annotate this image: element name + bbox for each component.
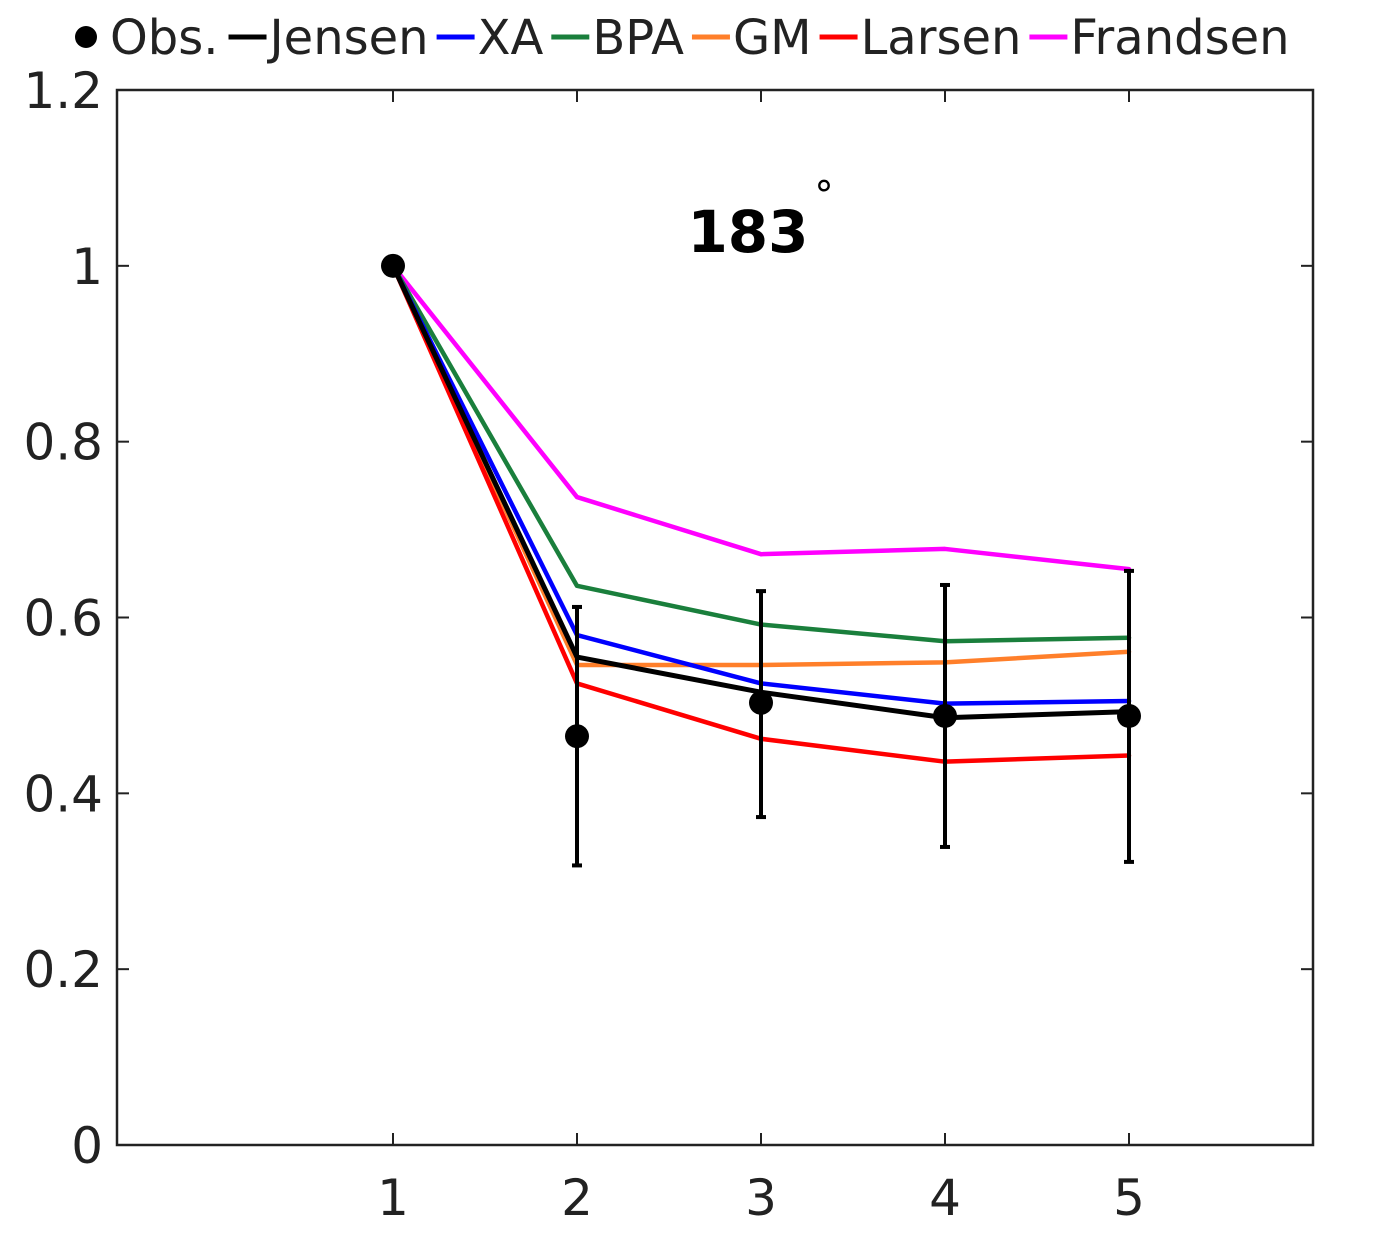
legend-label-bpa: BPA [592, 10, 684, 66]
legend: Obs. Jensen XA BPA GM Larsen Frandsen [75, 10, 1290, 66]
observation-point [565, 724, 589, 749]
legend-label-obs: Obs. [110, 10, 219, 66]
tick-marks [117, 89, 1313, 1146]
y-tick-label: 0.8 [23, 414, 103, 472]
annotation-label: 183 [687, 198, 808, 266]
x-tick-label: 2 [561, 1169, 593, 1227]
series-line-frandsen [390, 263, 1132, 572]
legend-label-jensen: Jensen [267, 10, 429, 66]
x-tick-label: 1 [377, 1169, 409, 1227]
series-line-bpa [390, 263, 1132, 644]
legend-label-xa: XA [478, 10, 544, 66]
x-tick-label: 5 [1113, 1169, 1145, 1227]
x-tick-label: 3 [745, 1169, 777, 1227]
y-tick-label: 1 [71, 238, 103, 296]
observations [381, 253, 1141, 868]
legend-label-larsen: Larsen [861, 10, 1022, 66]
legend-label-frandsen: Frandsen [1070, 10, 1289, 66]
plot-area [115, 88, 1315, 1147]
x-tick-label: 4 [929, 1169, 961, 1227]
observation-point [749, 690, 773, 715]
legend-marker-obs [75, 26, 97, 48]
observation-point [381, 253, 405, 278]
y-tick-label: 0.6 [23, 590, 103, 648]
observation-point [1117, 703, 1141, 728]
y-tick-label: 1.2 [23, 62, 103, 120]
observation-point [933, 703, 957, 728]
legend-label-gm: GM [733, 10, 812, 66]
tick-labels: 0 0.2 0.4 0.6 0.8 1 1.2 1 2 3 4 5 [23, 62, 1144, 1227]
y-tick-label: 0.4 [23, 765, 103, 823]
y-tick-label: 0 [71, 1117, 103, 1175]
annotation-degree-symbol: ° [815, 173, 834, 217]
y-tick-label: 0.2 [23, 941, 103, 999]
